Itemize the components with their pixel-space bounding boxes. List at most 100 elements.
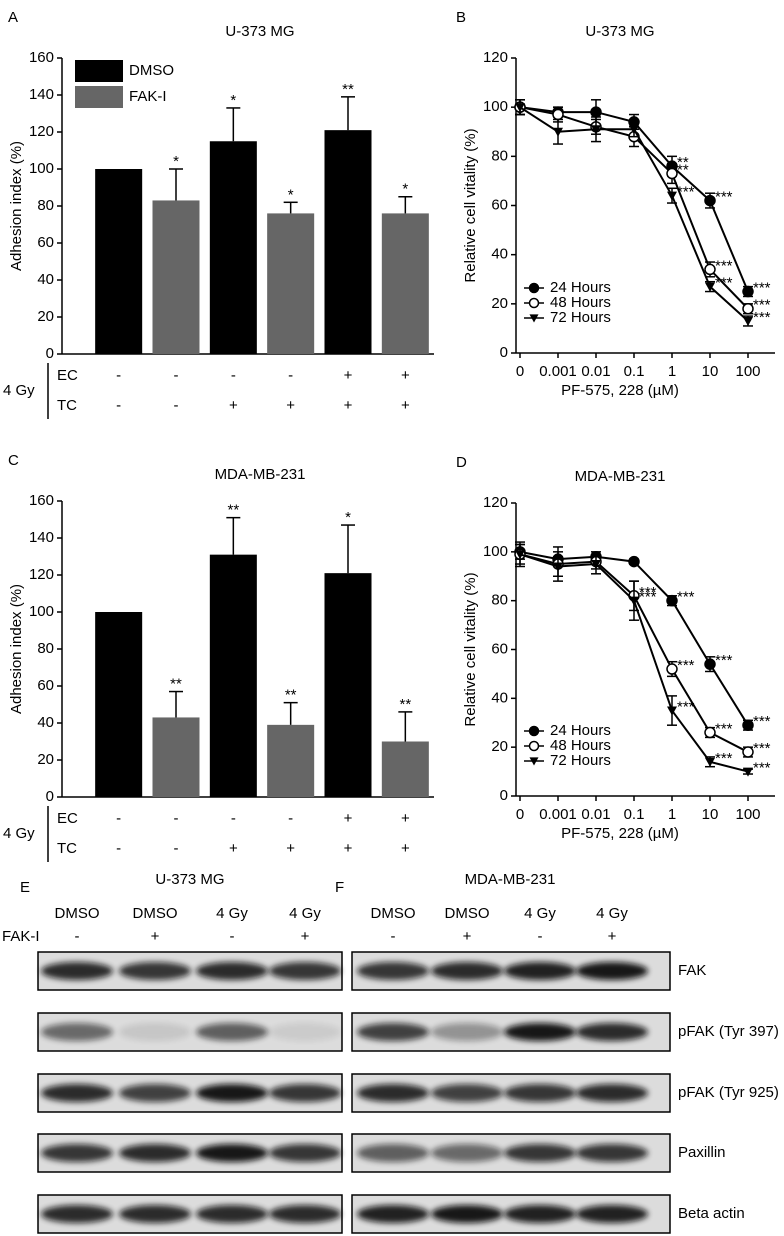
x-tick-label: 0.1 (624, 806, 645, 823)
blot-band (504, 1144, 576, 1162)
blot-band (119, 1205, 191, 1223)
bar (324, 130, 372, 354)
blot-band (357, 1084, 429, 1102)
chart-title: MDA-MB-231 (575, 468, 666, 485)
marker (742, 285, 754, 298)
condition-mark: + (344, 397, 353, 414)
significance: *** (677, 657, 695, 674)
significance: * (402, 181, 408, 198)
marker (705, 282, 715, 292)
treatment-mark: - (391, 928, 396, 945)
y-tick-label: 40 (491, 246, 508, 263)
x-tick-label: 0 (516, 363, 524, 380)
treatment-mark: + (463, 928, 472, 945)
marker (667, 191, 677, 201)
significance: *** (715, 275, 733, 292)
x-tick-label: 0 (516, 806, 524, 823)
significance: * (173, 153, 179, 170)
blot-band (269, 1205, 341, 1223)
significance: *** (753, 760, 771, 777)
marker (552, 108, 564, 121)
x-axis-label: PF-575, 228 (µM) (561, 382, 679, 399)
panel-letter: A (8, 9, 18, 26)
significance: *** (715, 189, 733, 206)
y-tick-label: 60 (491, 640, 508, 657)
legend-label: 24 Hours (550, 279, 611, 296)
significance: *** (639, 584, 657, 601)
blot-band (269, 1144, 341, 1162)
legend-label: 72 Hours (550, 752, 611, 769)
condition-mark: + (344, 810, 353, 827)
y-tick-label: 80 (491, 592, 508, 609)
condition-mark: - (174, 810, 179, 827)
condition-mark: - (116, 367, 121, 384)
lane-label: 4 Gy (289, 905, 321, 922)
marker (704, 194, 716, 207)
condition-mark: + (286, 397, 295, 414)
x-tick-label: 0.001 (539, 806, 577, 823)
x-tick-label: 0.1 (624, 363, 645, 380)
blot-band (431, 1144, 503, 1162)
protein-label: Beta actin (678, 1205, 745, 1222)
x-tick-label: 0.01 (581, 806, 610, 823)
y-tick-label: 100 (483, 543, 508, 560)
condition-mark: - (174, 840, 179, 857)
marker (528, 725, 540, 737)
x-tick-label: 10 (702, 806, 719, 823)
bar (152, 717, 200, 797)
x-tick-label: 100 (735, 363, 760, 380)
marker (704, 726, 716, 739)
bar (381, 213, 429, 354)
legend-label: DMSO (129, 62, 174, 79)
significance: * (288, 186, 294, 203)
y-tick-label: 40 (37, 714, 54, 731)
y-tick-label: 140 (29, 86, 54, 103)
blot-band (576, 962, 648, 980)
marker (528, 740, 540, 752)
condition-mark: + (344, 840, 353, 857)
marker (529, 314, 539, 323)
blot-band (41, 1144, 113, 1162)
blot-band (196, 1023, 268, 1041)
chart-title: MDA-MB-231 (215, 466, 306, 483)
blot-title: MDA-MB-231 (465, 871, 556, 888)
legend-swatch (75, 86, 123, 108)
legend-label: 48 Hours (550, 294, 611, 311)
condition-mark: - (174, 397, 179, 414)
treatment-mark: - (230, 928, 235, 945)
bar (324, 573, 372, 797)
lane-label: 4 Gy (216, 905, 248, 922)
chart-title: U-373 MG (225, 23, 294, 40)
y-axis-label: Adhesion index (%) (8, 584, 25, 714)
y-tick-label: 160 (29, 492, 54, 509)
y-tick-label: 120 (29, 123, 54, 140)
blot-band (576, 1023, 648, 1041)
condition-mark: + (229, 397, 238, 414)
lane-label: 4 Gy (596, 905, 628, 922)
y-tick-label: 120 (483, 494, 508, 511)
marker (742, 719, 754, 731)
lane-label: DMSO (371, 905, 416, 922)
blot-band (119, 962, 191, 980)
significance: ** (227, 502, 239, 519)
significance: ** (677, 154, 689, 171)
y-tick-label: 120 (483, 49, 508, 66)
x-tick-label: 1 (668, 806, 676, 823)
significance: *** (677, 589, 695, 606)
blot-band (576, 1205, 648, 1223)
condition-mark: - (116, 840, 121, 857)
marker (629, 125, 639, 135)
bar (152, 200, 200, 354)
condition-name: TC (57, 840, 77, 857)
y-tick-label: 100 (483, 98, 508, 115)
blot-band (431, 1205, 503, 1223)
bar (267, 213, 315, 354)
condition-group: 4 Gy (3, 825, 35, 842)
chart-title: U-373 MG (585, 23, 654, 40)
x-tick-label: 0.001 (539, 363, 577, 380)
y-tick-label: 0 (500, 787, 508, 804)
condition-mark: + (401, 840, 410, 857)
condition-mark: + (286, 840, 295, 857)
